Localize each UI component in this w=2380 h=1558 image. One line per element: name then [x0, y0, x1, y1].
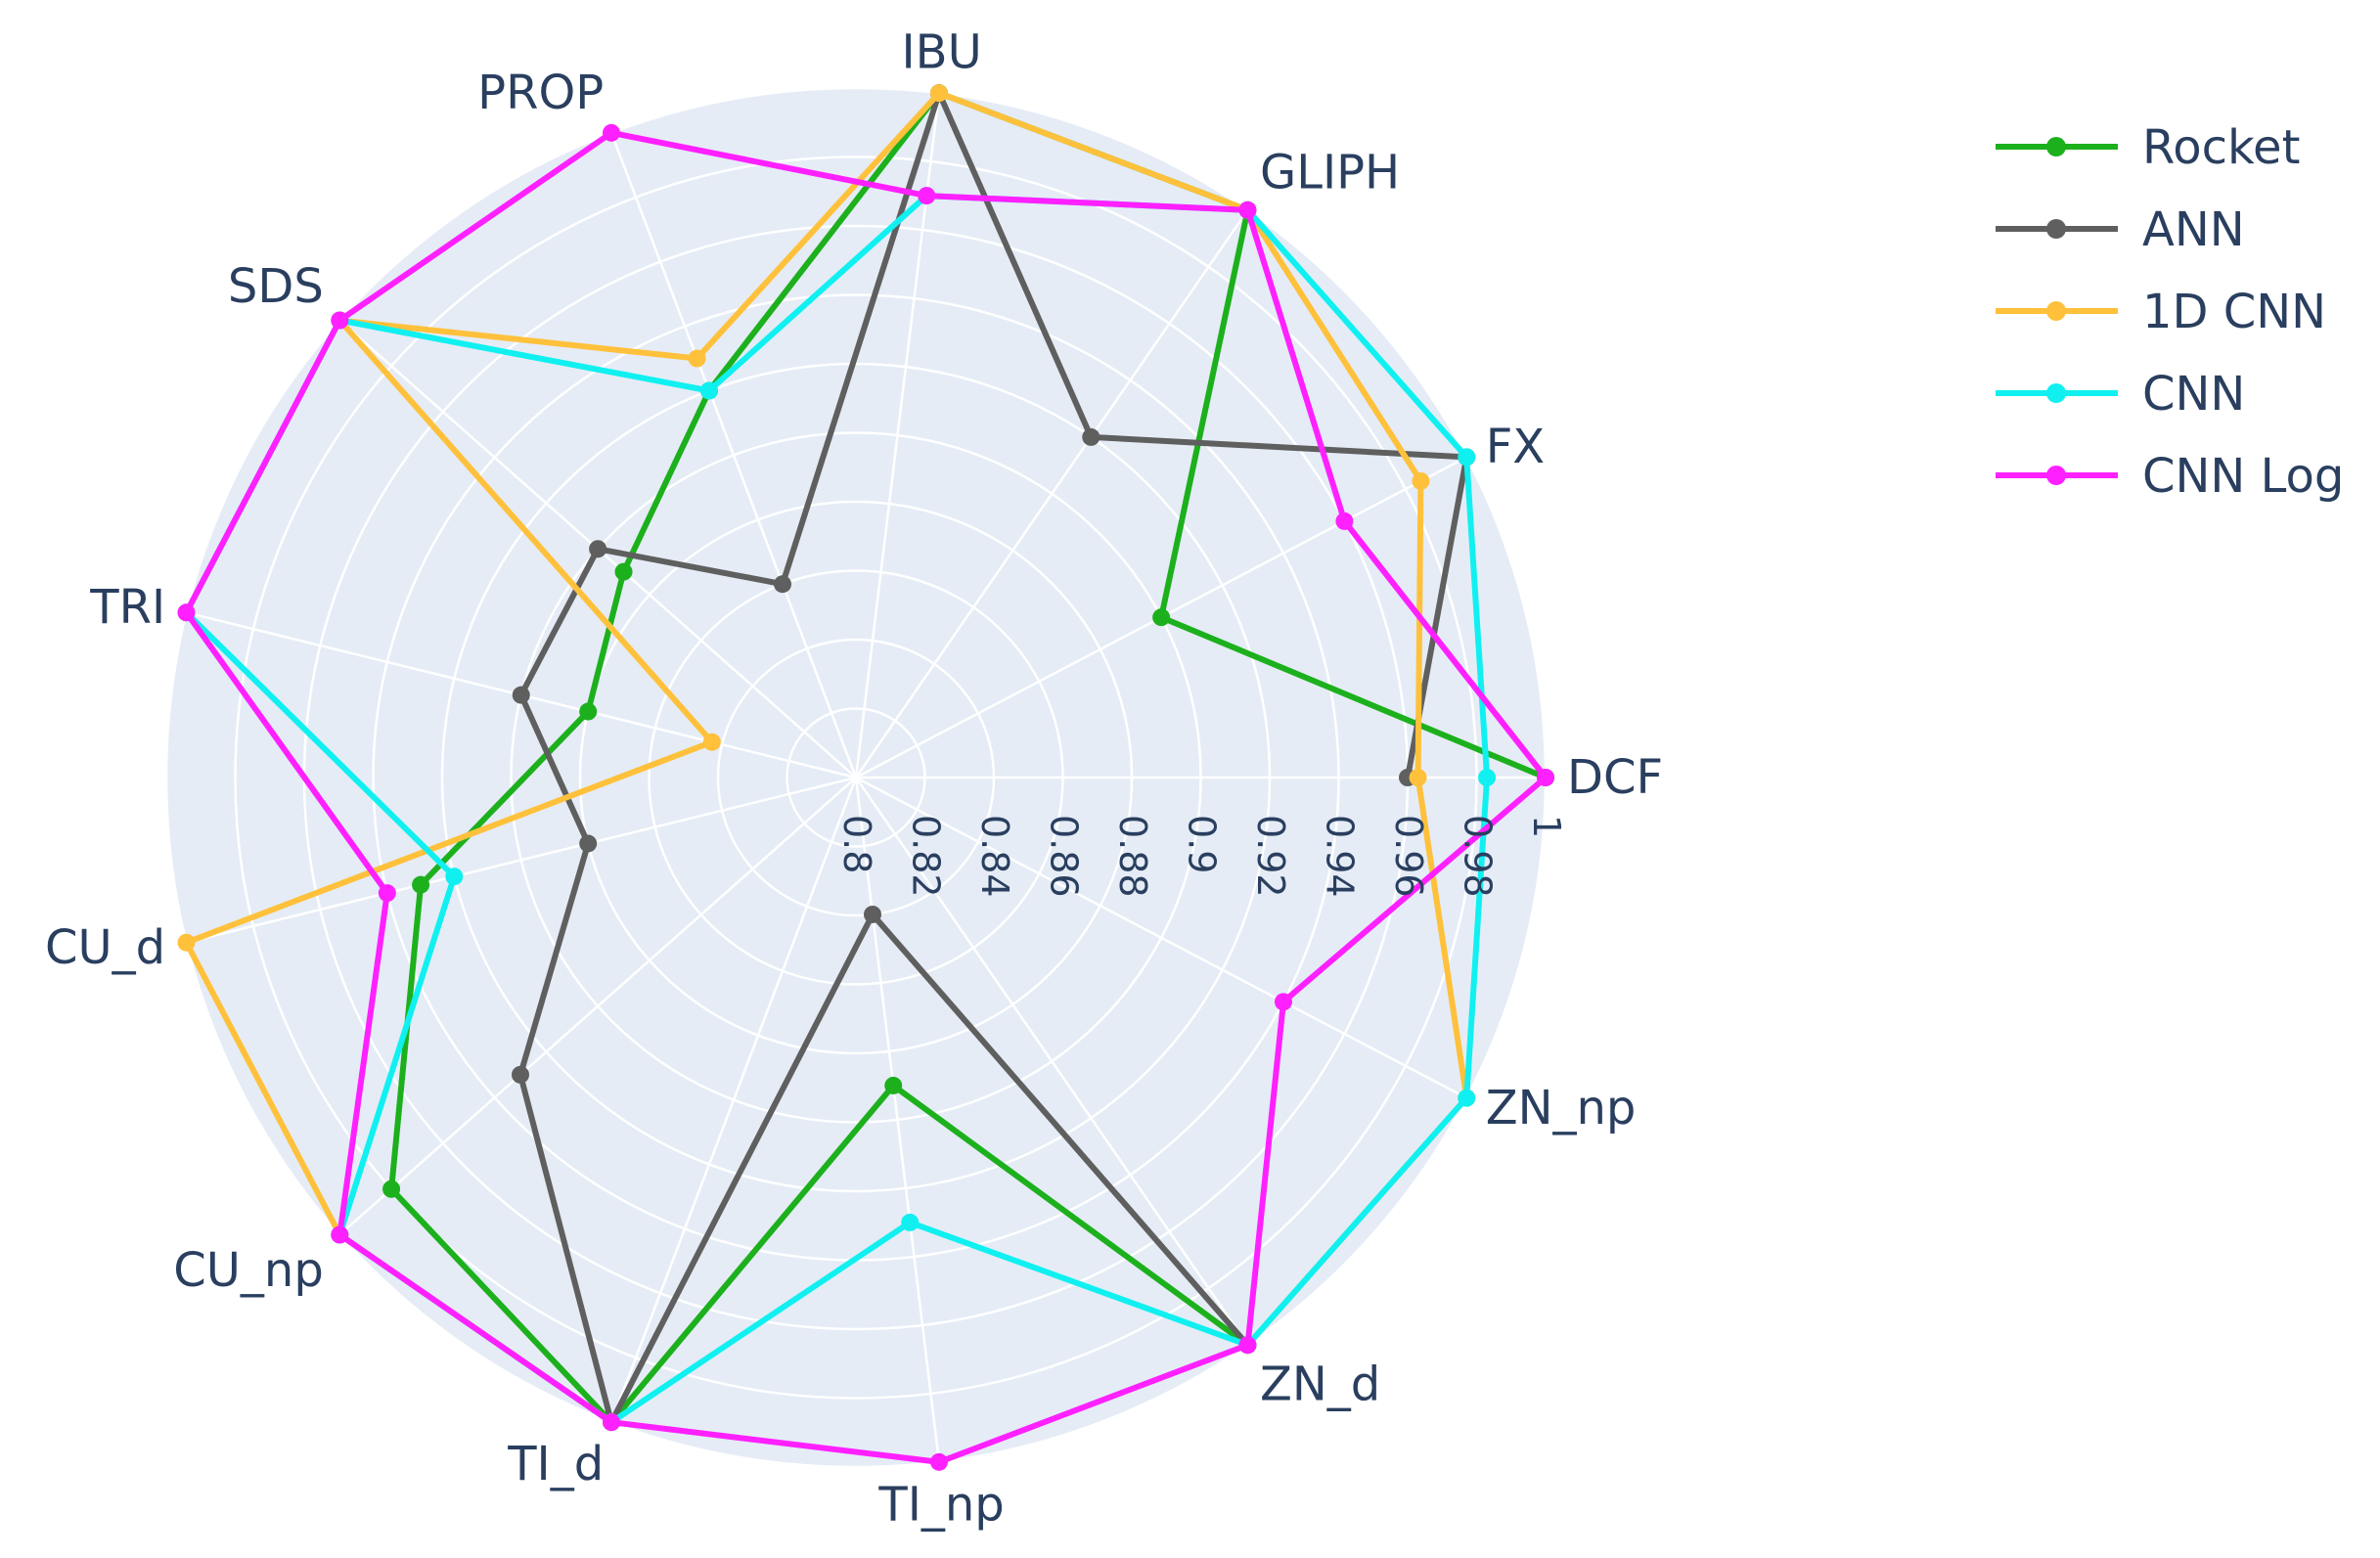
- data-point[interactable]: [1458, 448, 1476, 467]
- data-point[interactable]: [378, 884, 396, 903]
- data-point[interactable]: [614, 562, 633, 581]
- axis-label-prop: PROP: [477, 66, 604, 120]
- radial-tick-label: 0.84: [973, 815, 1016, 898]
- data-point[interactable]: [589, 540, 607, 558]
- data-point[interactable]: [412, 875, 430, 894]
- radial-tick-label: 0.8: [835, 815, 878, 873]
- series-layer: [177, 84, 1554, 1471]
- data-point[interactable]: [1537, 769, 1554, 786]
- axis-label-ibu: IBU: [901, 24, 981, 79]
- data-point[interactable]: [1458, 1089, 1476, 1107]
- radial-tick-label: 0.96: [1387, 815, 1430, 898]
- data-point[interactable]: [1274, 993, 1292, 1011]
- axis-label-ti-np: TI_np: [877, 1478, 1004, 1533]
- radial-tick-label: 0.94: [1319, 815, 1362, 898]
- grid-spoke: [609, 132, 858, 779]
- data-point[interactable]: [445, 868, 464, 886]
- data-point[interactable]: [884, 1076, 903, 1094]
- axis-label-cu-d: CU_d: [45, 920, 165, 975]
- legend-item-cnn-log[interactable]: CNN Log: [1996, 449, 2344, 504]
- data-point[interactable]: [1412, 471, 1430, 490]
- data-point[interactable]: [331, 311, 349, 330]
- data-point[interactable]: [603, 123, 621, 142]
- legend-label: CNN: [2142, 367, 2245, 422]
- axis-label-fx: FX: [1486, 420, 1546, 474]
- series-line: [388, 90, 1548, 1426]
- data-point[interactable]: [700, 381, 719, 400]
- data-point[interactable]: [1409, 769, 1427, 786]
- legend-label: ANN: [2142, 202, 2245, 257]
- grid-spoke: [186, 776, 857, 944]
- radial-tick-label: 1: [1525, 815, 1568, 838]
- axis-label-cu-np: CU_np: [173, 1243, 324, 1298]
- series-line: [183, 129, 1549, 1465]
- radial-tick-label: 0.9: [1181, 815, 1224, 873]
- radial-tick-label: 0.82: [905, 815, 948, 898]
- radial-tick-label: 0.98: [1457, 815, 1500, 898]
- legend-item-rocket[interactable]: Rocket: [1996, 120, 2300, 175]
- data-point[interactable]: [1238, 1336, 1257, 1355]
- data-point[interactable]: [901, 1213, 920, 1231]
- axis-labels: DCF FX GLIPH IBU PROP SDS TRI CU_d CU_np TI_d TI_n…: [45, 24, 1663, 1532]
- data-point[interactable]: [1152, 608, 1171, 627]
- radial-tick-label: 0.92: [1249, 815, 1292, 898]
- series-cnn-log: [177, 123, 1554, 1471]
- legend-swatch-marker: [2046, 466, 2066, 485]
- axis-label-ti-d: TI_d: [507, 1437, 604, 1491]
- data-point[interactable]: [918, 187, 936, 205]
- series-line: [517, 90, 1470, 1426]
- legend-swatch-marker: [2046, 383, 2066, 403]
- grid-spoke: [854, 209, 1249, 779]
- axis-label-gliph: GLIPH: [1260, 146, 1400, 200]
- data-point[interactable]: [688, 349, 706, 368]
- data-point[interactable]: [929, 84, 948, 103]
- data-point[interactable]: [382, 1180, 401, 1198]
- legend-swatch-marker: [2046, 137, 2066, 156]
- radial-tick-label: 0.86: [1043, 815, 1086, 898]
- legend-label: Rocket: [2142, 120, 2300, 175]
- data-point[interactable]: [863, 905, 881, 923]
- data-point[interactable]: [1238, 200, 1257, 219]
- legend-item-ann[interactable]: ANN: [1996, 202, 2245, 257]
- data-point[interactable]: [579, 702, 598, 721]
- grid-spoke: [855, 776, 1467, 1099]
- axis-label-zn-d: ZN_d: [1260, 1357, 1380, 1411]
- grid-spoke: [854, 92, 941, 779]
- data-point[interactable]: [702, 733, 721, 751]
- data-point[interactable]: [1335, 512, 1354, 530]
- data-point[interactable]: [1082, 427, 1100, 446]
- legend[interactable]: Rocket ANN 1D CNN CNN CNN Log: [1996, 120, 2344, 504]
- data-point[interactable]: [603, 1413, 621, 1432]
- axis-label-sds: SDS: [228, 259, 324, 314]
- radial-tick-labels: 0.8 0.82 0.84 0.86 0.88 0.9 0.92 0.94 0.96 0.98 1: [835, 815, 1568, 898]
- data-point[interactable]: [774, 575, 792, 594]
- radial-tick-label: 0.88: [1111, 815, 1154, 898]
- data-point[interactable]: [579, 834, 598, 853]
- data-point[interactable]: [511, 1065, 529, 1084]
- axis-label-zn-np: ZN_np: [1486, 1081, 1637, 1135]
- data-point[interactable]: [331, 1225, 349, 1244]
- legend-item-cnn[interactable]: CNN: [1996, 367, 2245, 422]
- grid-spoke: [854, 777, 941, 1463]
- data-point[interactable]: [929, 1452, 948, 1471]
- legend-item-1d-cnn[interactable]: 1D CNN: [1996, 285, 2326, 339]
- grid-spoke: [338, 777, 857, 1236]
- data-point[interactable]: [177, 933, 196, 952]
- grid-spoke: [609, 777, 858, 1423]
- series-line: [183, 90, 1470, 1425]
- legend-label: 1D CNN: [2142, 285, 2326, 339]
- data-point[interactable]: [1478, 769, 1497, 786]
- axis-label-dcf: DCF: [1567, 750, 1663, 805]
- legend-label: CNN Log: [2142, 449, 2344, 504]
- data-point[interactable]: [512, 686, 530, 704]
- grid-spoke: [854, 777, 1249, 1346]
- axis-label-tri: TRI: [89, 580, 165, 635]
- data-point[interactable]: [177, 603, 196, 622]
- legend-swatch-marker: [2046, 219, 2066, 239]
- legend-swatch-marker: [2046, 301, 2066, 321]
